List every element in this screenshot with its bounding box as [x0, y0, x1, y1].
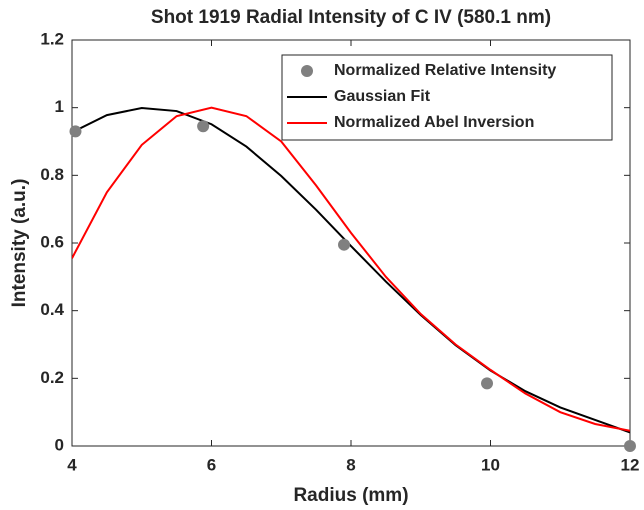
legend-label: Normalized Relative Intensity [334, 62, 556, 79]
legend [281, 54, 613, 141]
line [72, 106, 630, 432]
point [338, 238, 351, 251]
x-tick-label: 12 [621, 455, 640, 474]
x-tick-label: 8 [346, 455, 355, 474]
line [72, 106, 630, 434]
x-tick-label: 6 [207, 455, 216, 474]
legend-label: Normalized Abel Inversion [334, 114, 534, 131]
y-axis-label: Intensity (a.u.) [9, 179, 30, 308]
y-tick-label: 1.2 [40, 29, 64, 48]
y-tick-label: 0.4 [40, 300, 64, 319]
x-axis-label: Radius (mm) [293, 485, 408, 506]
y-tick-label: 1 [55, 97, 64, 116]
y-tick-label: 0.8 [40, 165, 64, 184]
point [624, 440, 636, 452]
y-tick-label: 0.2 [40, 368, 64, 387]
x-tick-label: 4 [67, 455, 77, 474]
x-tick-label: 10 [481, 455, 500, 474]
point [69, 125, 82, 138]
y-tick-label: 0.6 [40, 232, 64, 251]
legend-marker [301, 65, 313, 77]
point [481, 377, 494, 390]
legend-label: Gaussian Fit [334, 88, 431, 105]
point [197, 120, 210, 133]
y-tick-label: 0 [55, 435, 64, 454]
chart-title: Shot 1919 Radial Intensity of C IV (580.… [151, 7, 551, 28]
